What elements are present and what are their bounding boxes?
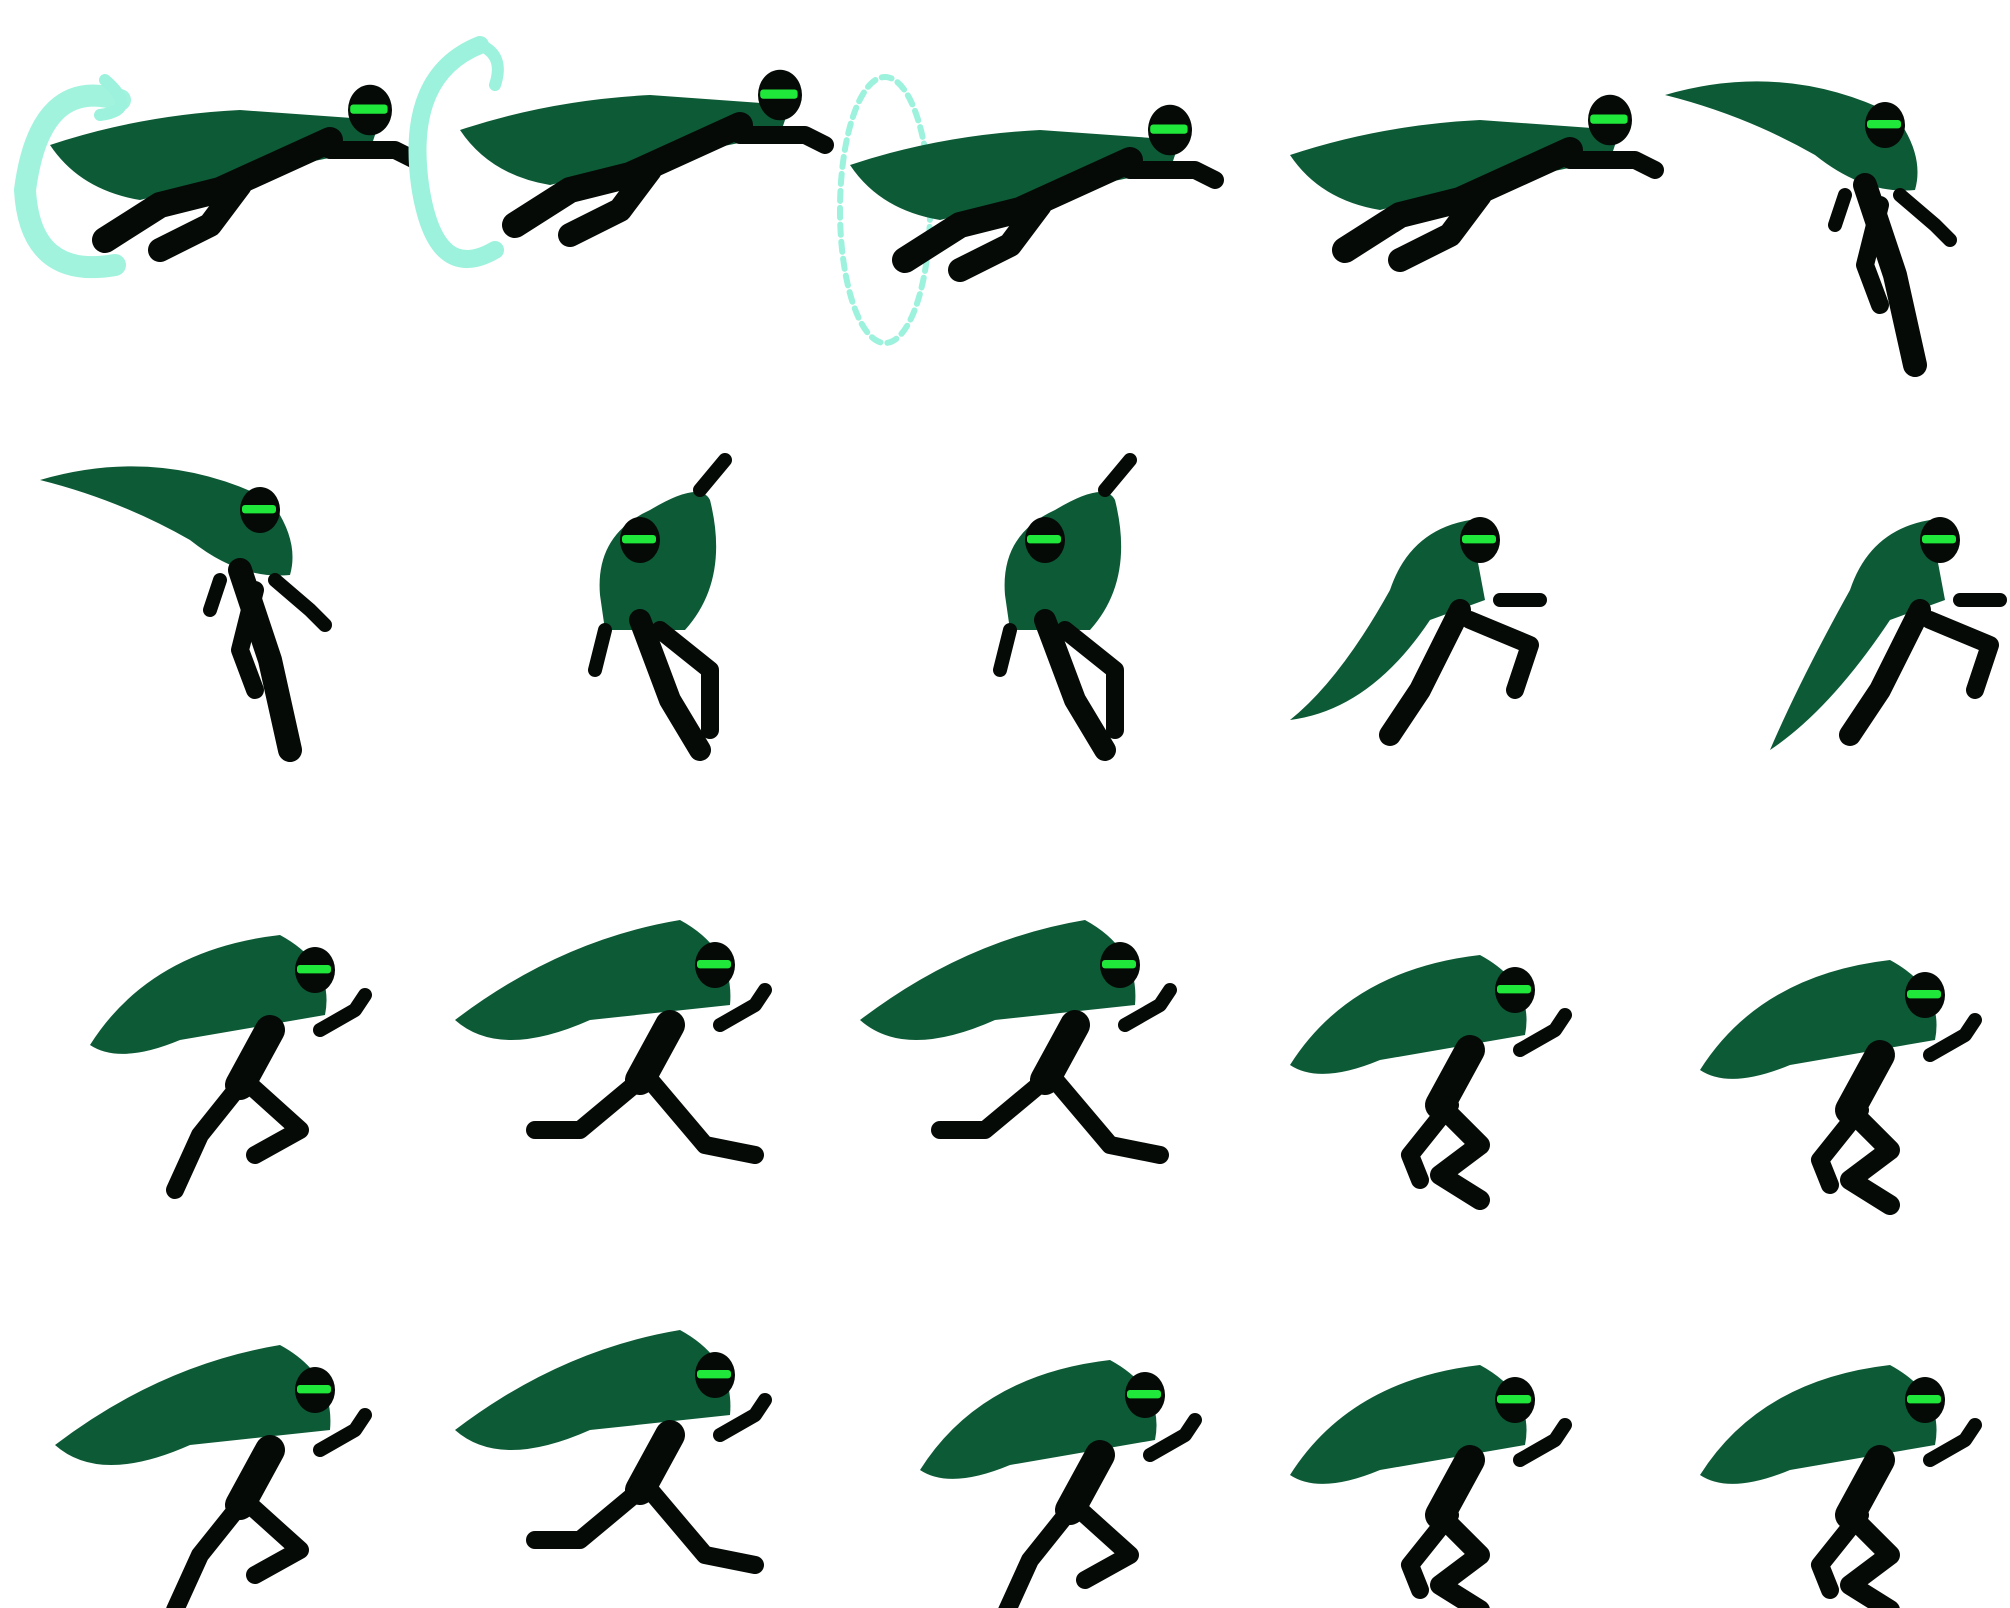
sprite-frame-takeoff-5	[1770, 517, 2007, 750]
portal-icon	[408, 36, 504, 268]
visor	[1150, 124, 1188, 134]
sprite-frame-flight-4	[1290, 94, 1664, 272]
sprite-frame-flight-1	[13, 74, 424, 279]
visor	[697, 1370, 731, 1379]
visor	[1027, 535, 1061, 544]
visor	[1127, 1390, 1161, 1399]
sprite-frame-takeoff-2	[588, 453, 732, 761]
sprite-frame-run-a-1	[90, 935, 372, 1199]
sprite-frame-run-b-1	[55, 1345, 372, 1608]
sprite-frame-run-a-4	[1290, 955, 1572, 1210]
visor	[297, 965, 331, 974]
sprite-frame-flight-3	[837, 74, 1224, 346]
sprite-frame-takeoff-3	[993, 453, 1137, 761]
visor	[760, 89, 798, 99]
visor	[1922, 535, 1956, 544]
visor	[1867, 120, 1901, 129]
sprite-frame-run-b-4	[1290, 1365, 1572, 1608]
visor	[1590, 114, 1628, 124]
visor	[1462, 535, 1496, 544]
sprite-frame-flight-2	[408, 36, 834, 268]
portal-icon	[13, 74, 131, 279]
visor	[297, 1385, 331, 1394]
visor	[242, 505, 276, 514]
sprite-frame-takeoff-4	[1290, 517, 1547, 746]
sprite-frame-takeoff-1	[40, 466, 332, 762]
sprite-frame-run-a-3	[860, 920, 1177, 1164]
visor	[1907, 1395, 1941, 1404]
sprite-frame-run-b-5	[1700, 1365, 1982, 1608]
visor	[1907, 990, 1941, 999]
visor	[622, 535, 656, 544]
sprite-frame-run-a-5	[1700, 960, 1982, 1215]
visor	[1497, 985, 1531, 994]
visor	[1102, 960, 1136, 969]
visor	[1497, 1395, 1531, 1404]
sprite-frame-run-b-2	[455, 1330, 772, 1574]
sprite-frame-run-a-2	[455, 920, 772, 1164]
visor	[350, 104, 388, 114]
visor	[697, 960, 731, 969]
sprite-frame-run-b-3	[920, 1360, 1202, 1608]
sprite-frame-flight-5	[1665, 81, 1957, 377]
